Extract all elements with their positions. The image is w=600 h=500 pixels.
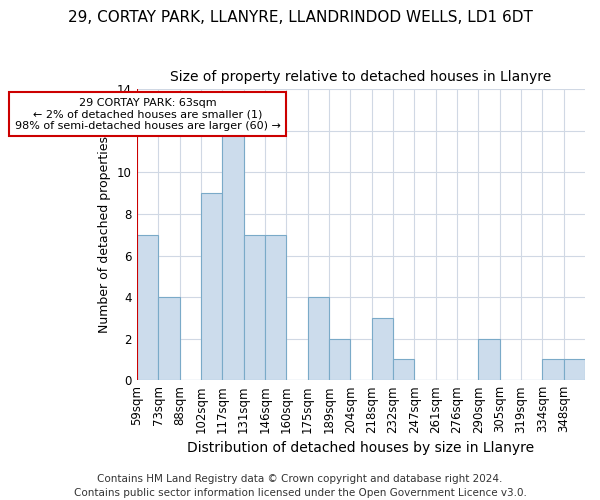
- Bar: [222, 131, 244, 380]
- Bar: [542, 360, 563, 380]
- Bar: [563, 360, 585, 380]
- Bar: [201, 193, 222, 380]
- Text: Contains HM Land Registry data © Crown copyright and database right 2024.
Contai: Contains HM Land Registry data © Crown c…: [74, 474, 526, 498]
- Y-axis label: Number of detached properties: Number of detached properties: [98, 136, 112, 334]
- Bar: [158, 297, 179, 380]
- Bar: [265, 235, 286, 380]
- Bar: [137, 235, 158, 380]
- Bar: [308, 297, 329, 380]
- Text: 29, CORTAY PARK, LLANYRE, LLANDRINDOD WELLS, LD1 6DT: 29, CORTAY PARK, LLANYRE, LLANDRINDOD WE…: [68, 10, 532, 25]
- Bar: [478, 338, 500, 380]
- Bar: [329, 338, 350, 380]
- Bar: [371, 318, 393, 380]
- X-axis label: Distribution of detached houses by size in Llanyre: Distribution of detached houses by size …: [187, 441, 535, 455]
- Text: 29 CORTAY PARK: 63sqm
← 2% of detached houses are smaller (1)
98% of semi-detach: 29 CORTAY PARK: 63sqm ← 2% of detached h…: [14, 98, 280, 131]
- Bar: [244, 235, 265, 380]
- Bar: [393, 360, 414, 380]
- Title: Size of property relative to detached houses in Llanyre: Size of property relative to detached ho…: [170, 70, 551, 84]
